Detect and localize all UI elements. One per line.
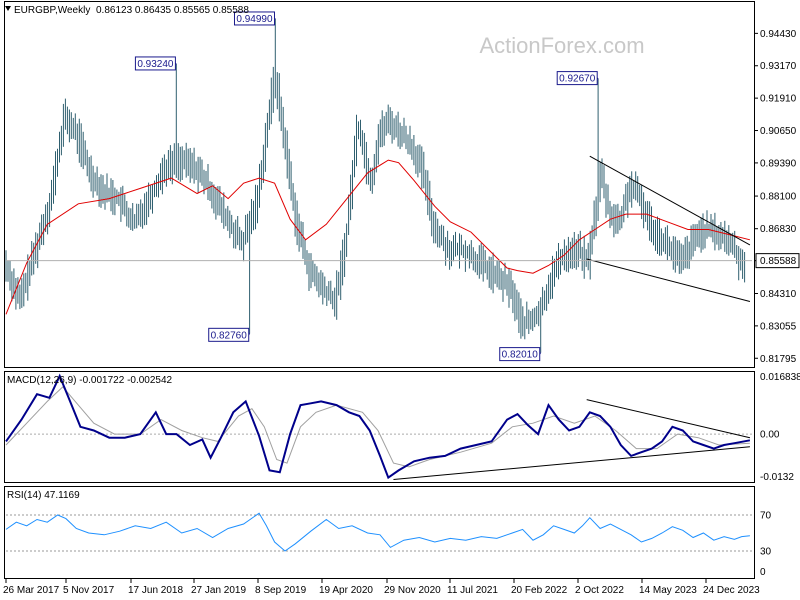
macd-y-tick-label: 0.00 (760, 430, 780, 441)
rsi-line (5, 512, 750, 552)
macd-title: MACD(12,26,9) -0.001722 -0.002542 (7, 375, 173, 386)
x-tick-label: 17 Jun 2018 (128, 585, 183, 596)
price-y-tick-label: 0.91910 (760, 94, 797, 105)
price-y-tick-label: 0.88100 (760, 192, 797, 203)
rsi-y-tick-label: 30 (760, 547, 772, 558)
chart-symbol-label: EURGBP,Weekly (14, 5, 90, 16)
x-tick-label: 5 Nov 2017 (63, 585, 115, 596)
price-y-tick-label: 0.90650 (760, 126, 797, 137)
x-tick-label: 11 Jul 2021 (447, 585, 498, 596)
collapse-arrow-icon[interactable] (5, 6, 11, 11)
price-y-tick-label: 0.84310 (760, 289, 797, 300)
chart-ohlc-readout: 0.86123 0.86435 0.85565 0.85588 (96, 5, 249, 16)
x-tick-label: 24 Dec 2023 (703, 585, 760, 596)
rsi-panel-frame (4, 486, 755, 579)
price-y-tick-label: 0.81795 (760, 354, 797, 365)
price-y-tick-label: 0.93170 (760, 61, 797, 72)
annotation-box (499, 347, 541, 362)
annotation-box (134, 56, 176, 71)
annotation-label: 0.92670 (559, 74, 596, 85)
annotation-label: 0.82760 (211, 330, 248, 341)
annotation-box (556, 71, 598, 86)
annotation-label: 0.94990 (236, 14, 273, 25)
price-y-tick-label: 0.83055 (760, 321, 797, 332)
x-tick-label: 27 Jan 2019 (191, 585, 246, 596)
annotation-label: 0.93240 (137, 59, 174, 70)
watermark: ActionForex.com (479, 33, 644, 58)
x-tick-label: 8 Sep 2019 (255, 585, 307, 596)
x-tick-label: 29 Nov 2020 (384, 585, 441, 596)
price-y-tick-label: 0.94430 (760, 29, 797, 40)
rsi-series-layer (5, 512, 752, 552)
price-y-tick-label: 0.86830 (760, 224, 797, 235)
price-y-tick-label: 0.85588 (760, 256, 797, 267)
annotation-box (233, 11, 275, 26)
axis-layer: 0.94430 0.93170 0.91910 0.90650 0.89390 0.881… (3, 29, 800, 596)
macd-series-layer (5, 373, 752, 480)
price-series-layer: 0.94990 0.93240 0.82760 0.92670 0.82010 (5, 11, 752, 362)
x-tick-label: 19 Apr 2020 (319, 585, 373, 596)
current-price-box (755, 253, 800, 269)
rsi-y-tick-label: 70 (760, 511, 772, 522)
x-tick-label: 14 May 2023 (639, 585, 697, 596)
rsi-title: RSI(14) 47.1169 (7, 490, 80, 501)
annotation-label: 0.82010 (502, 350, 539, 361)
x-tick-label: 20 Feb 2022 (511, 585, 568, 596)
price-panel-frame (4, 1, 755, 368)
macd-y-tick-label: 0.016838 (760, 372, 800, 383)
rsi-y-tick-label: 0 (760, 567, 766, 578)
price-trendline-1 (589, 155, 751, 246)
macd-panel-frame (4, 371, 755, 483)
macd-trendline-1 (393, 446, 750, 480)
price-trendline-2 (586, 258, 751, 302)
price-y-tick-label: 0.89390 (760, 158, 797, 169)
x-tick-label: 2 Oct 2022 (575, 585, 624, 596)
moving-average-line (5, 159, 751, 315)
annotation-box (208, 327, 250, 342)
macd-line (5, 373, 751, 480)
x-tick-label: 26 Mar 2017 (3, 585, 60, 596)
macd-y-tick-label: -0.0132 (760, 472, 794, 483)
macd-trendline-2 (586, 399, 751, 439)
